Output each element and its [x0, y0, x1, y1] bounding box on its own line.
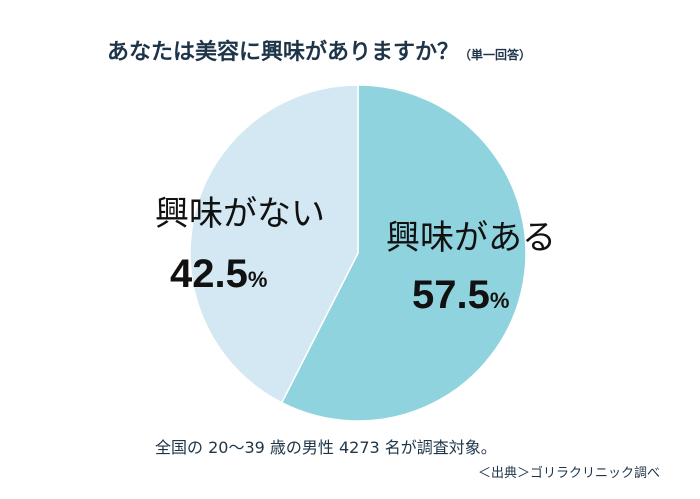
slice-label-yes: 興味がある	[386, 218, 556, 258]
slice-value-yes: 57.5%	[412, 273, 510, 317]
title-text: あなたは美容に興味がありますか？	[107, 40, 460, 65]
survey-note: 全国の 20〜39 歳の男性 4273 名が調査対象。	[155, 438, 497, 457]
slice-value-no: 42.5%	[170, 252, 268, 296]
slice-label-no: 興味がない	[155, 194, 325, 234]
chart-title: あなたは美容に興味がありますか？（単一回答）	[107, 34, 531, 66]
subtitle: （単一回答）	[459, 48, 532, 62]
source-note: ＜出典＞ゴリラクリニック調べ	[478, 466, 661, 481]
pie-slice-0	[280, 84, 527, 422]
pie-slice-1	[189, 84, 359, 404]
